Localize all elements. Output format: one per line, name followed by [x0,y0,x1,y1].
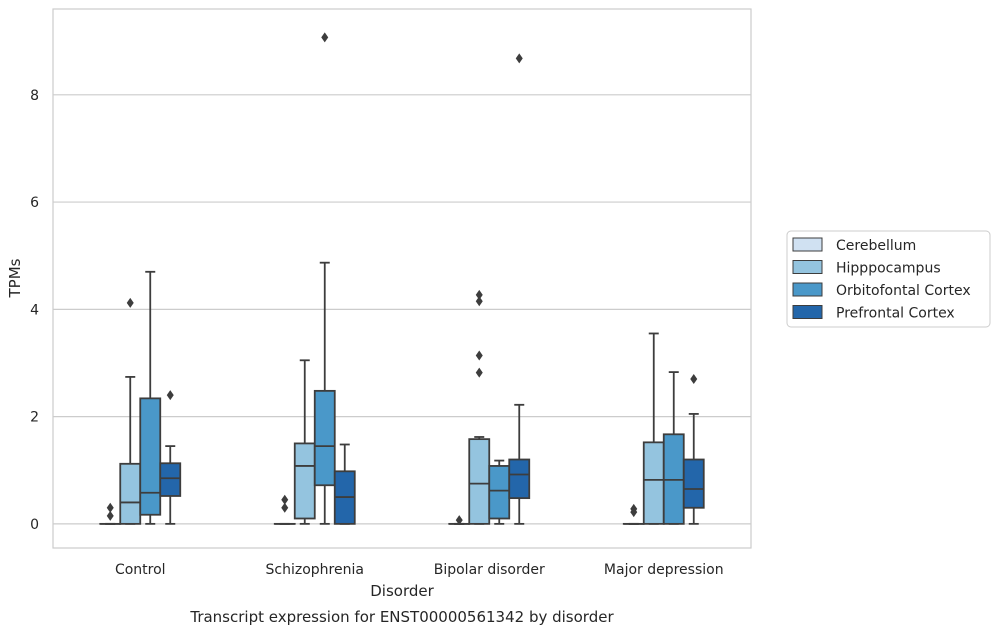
box-1-1 [293,359,316,525]
x-axis-ticks: Control Schizophrenia Bipolar disorder Majo… [115,562,724,578]
outlier-point [475,350,483,361]
x-tick-label: Control [115,562,166,578]
plot-frame [52,8,752,549]
iqr-box [468,438,491,525]
box-1-0 [273,494,296,525]
outlier-point [166,390,174,401]
box-0-3 [159,390,182,525]
legend-frame [786,230,991,328]
legend-label: Prefrontal Cortex [836,306,955,322]
outlier-point [321,32,329,43]
outlier-point [475,289,483,300]
box-3-2 [662,371,685,525]
legend-swatch [792,305,823,319]
legend-label: Cerebellum [836,238,916,254]
box-plot-marks [99,32,705,526]
iqr-box [313,389,336,487]
iqr-box [159,462,182,497]
iqr-box [119,462,142,525]
y-tick-label: 2 [30,410,39,426]
box-2-2 [488,459,511,525]
outlier-point [475,296,483,307]
iqr-box [293,442,316,520]
outlier-point [515,53,523,64]
box-3-1 [642,332,665,525]
x-tick-label: Bipolar disorder [434,562,545,578]
x-tick-label: Schizophrenia [266,562,364,578]
iqr-box [642,441,665,525]
y-axis-ticks: 0 2 4 6 8 [30,88,39,533]
y-tick-label: 0 [30,517,39,533]
legend: Cerebellum Hipppocampus Orbitofontal Corte… [786,230,991,328]
iqr-box [682,458,705,509]
outlier-point [475,367,483,378]
iqr-box [508,458,531,500]
y-tick-label: 6 [30,195,39,211]
box-2-3 [508,53,531,525]
x-tick-label: Major depression [604,562,724,578]
box-0-1 [119,297,142,525]
box-2-1 [468,289,491,525]
legend-swatch [792,260,823,274]
box-0-0 [99,502,122,525]
box-2-0 [448,515,471,526]
y-axis-label: TPMs [6,258,24,298]
legend-swatch [792,282,823,297]
outlier-point [126,297,134,308]
outlier-point [281,494,289,505]
x-axis-label: Disorder [370,582,434,600]
outlier-point [106,510,114,521]
chart-title: Transcript expression for ENST0000056134… [189,608,614,626]
legend-swatch [792,237,823,252]
outlier-point [106,502,114,513]
outlier-point [455,515,463,526]
legend-label: Hipppocampus [836,261,941,277]
box-1-2 [313,32,336,525]
iqr-box [488,465,511,520]
iqr-box [139,397,162,516]
box-1-3 [333,443,356,525]
outlier-point [630,507,638,518]
box-0-2 [139,270,162,525]
y-tick-label: 8 [30,88,39,104]
y-tick-label: 4 [30,302,39,318]
outlier-point [690,374,698,385]
box-3-0 [622,503,645,525]
outlier-point [281,502,289,513]
box-3-3 [682,374,705,525]
legend-label: Orbitofontal Cortex [836,283,971,299]
